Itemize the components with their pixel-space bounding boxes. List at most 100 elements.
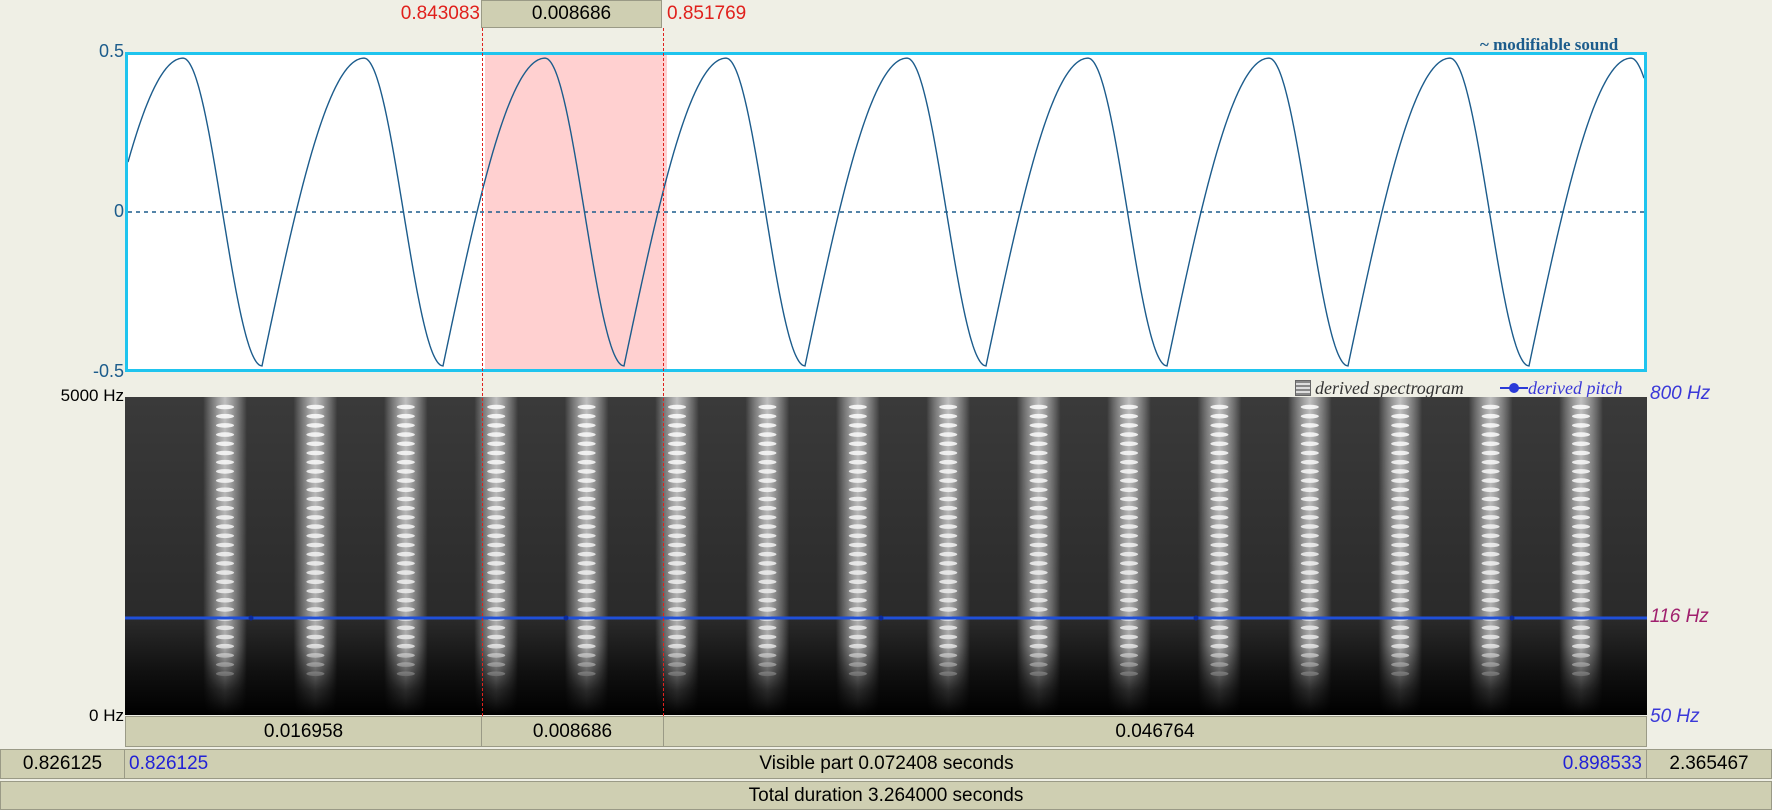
spectrogram-harmonic — [487, 671, 506, 677]
spectrogram-harmonic — [216, 551, 234, 557]
spectrogram-harmonic — [939, 459, 958, 465]
waveform-yzero-label: 0 — [113, 201, 124, 221]
spectrogram-harmonic — [1572, 533, 1590, 539]
spectrogram-harmonic — [848, 671, 867, 677]
spectrogram-harmonic — [1481, 570, 1500, 575]
pitch-point — [563, 615, 569, 621]
spectrogram-harmonic — [1572, 432, 1590, 437]
spectrogram-harmonic — [668, 459, 686, 465]
spectrogram-harmonic — [487, 413, 506, 419]
spectrogram-harmonic — [1300, 542, 1319, 548]
spectrogram-harmonic — [216, 404, 234, 410]
spectrogram-harmonic — [1120, 653, 1138, 658]
spectrogram-harmonic — [1572, 607, 1590, 612]
waveform-panel[interactable] — [125, 52, 1647, 372]
spectrogram-harmonic — [1120, 441, 1138, 447]
visible-part-label: Visible part 0.072408 seconds — [759, 753, 1014, 774]
duration-right-segment[interactable]: 0.046764 — [663, 716, 1647, 747]
spectrogram-harmonic — [1210, 459, 1229, 465]
spectrogram-harmonic — [396, 551, 415, 557]
spectrogram-harmonic — [1120, 625, 1138, 631]
spectrogram-harmonic — [1210, 662, 1229, 667]
spectrogram-harmonic — [216, 413, 234, 419]
window-end-button[interactable]: 2.365467 — [1646, 749, 1772, 779]
spectrogram-harmonic — [1481, 432, 1500, 437]
spectrogram-harmonic — [1300, 404, 1319, 410]
spectrogram-harmonic — [1210, 404, 1229, 410]
spectrogram-harmonic — [1481, 662, 1500, 667]
spectrogram-harmonic — [1029, 542, 1048, 548]
window-start-button[interactable]: 0.826125 — [0, 749, 125, 779]
spectrogram-harmonic — [306, 533, 325, 539]
spectrogram-harmonic — [668, 607, 686, 612]
spectrogram-harmonic — [577, 496, 596, 502]
spectrogram-harmonic — [848, 432, 867, 437]
spectrogram-plot — [125, 397, 1647, 715]
spectrogram-panel[interactable] — [125, 397, 1647, 715]
spectrogram-harmonic — [1572, 588, 1590, 594]
spectrogram-harmonic — [939, 487, 958, 493]
spectrogram-harmonic — [216, 496, 234, 502]
spectrogram-harmonic — [758, 597, 777, 603]
spectrogram-harmonic — [1300, 570, 1319, 575]
spectrogram-harmonic — [577, 570, 596, 575]
spectrogram-harmonic — [1029, 533, 1048, 539]
spectrogram-harmonic — [1210, 634, 1229, 640]
spectrogram-harmonic — [1391, 423, 1410, 428]
spectrogram-harmonic — [1481, 625, 1500, 631]
spectrogram-harmonic — [1300, 671, 1319, 677]
spectrogram-harmonic — [577, 662, 596, 667]
spectrogram-harmonic — [577, 487, 596, 493]
total-duration-bar[interactable]: Total duration 3.264000 seconds — [0, 781, 1772, 810]
spectrogram-harmonic — [939, 579, 958, 585]
spectrogram-harmonic — [577, 653, 596, 658]
spectrogram-harmonic — [216, 588, 234, 594]
spectrogram-harmonic — [1300, 413, 1319, 419]
spectrogram-harmonic — [396, 607, 415, 612]
pitch-line-dot-icon — [1500, 383, 1528, 393]
spectrogram-harmonic — [577, 423, 596, 428]
spectrogram-harmonic — [396, 423, 415, 428]
duration-selection-segment[interactable]: 0.008686 — [481, 716, 664, 747]
spectrogram-harmonic — [306, 561, 325, 566]
selection-length-label[interactable]: 0.008686 — [481, 0, 662, 28]
pitch-point — [1509, 615, 1515, 621]
spectrogram-harmonic — [577, 561, 596, 566]
spectrogram-harmonic — [216, 432, 234, 437]
spectrogram-harmonic — [216, 423, 234, 428]
spectrogram-harmonic — [396, 469, 415, 474]
spectrogram-harmonic — [487, 625, 506, 631]
spectrogram-harmonic — [1300, 597, 1319, 603]
spectrogram-harmonic — [306, 671, 325, 677]
spectrogram-harmonic — [848, 450, 867, 456]
spectrogram-harmonic — [1391, 413, 1410, 419]
spectrogram-harmonic — [1120, 533, 1138, 539]
spectrogram-harmonic — [1120, 671, 1138, 677]
spectrogram-harmonic — [1300, 551, 1319, 557]
spectrogram-harmonic — [1210, 441, 1229, 447]
spectrogram-harmonic — [396, 643, 415, 649]
spectrogram-harmonic — [1120, 515, 1138, 520]
spectrogram-harmonic — [487, 579, 506, 585]
spectrogram-harmonic — [396, 496, 415, 502]
spectrogram-harmonic — [1300, 478, 1319, 483]
spectrogram-harmonic — [1391, 505, 1410, 511]
spectrogram-harmonic — [306, 542, 325, 548]
spectrogram-harmonic — [668, 625, 686, 631]
spectrogram-harmonic — [758, 588, 777, 594]
duration-left-segment[interactable]: 0.016958 — [125, 716, 482, 747]
spectrogram-harmonic — [1572, 542, 1590, 548]
spectrogram-harmonic — [939, 607, 958, 612]
spectrogram-harmonic — [1572, 570, 1590, 575]
spectrogram-harmonic — [1572, 441, 1590, 447]
spectrogram-harmonic — [1481, 607, 1500, 612]
spectrogram-harmonic — [577, 441, 596, 447]
spectrogram-harmonic — [577, 542, 596, 548]
spectrogram-harmonic — [1481, 634, 1500, 640]
spectrogram-harmonic — [939, 450, 958, 456]
spectrogram-harmonic — [577, 533, 596, 539]
spectrogram-harmonic — [1029, 496, 1048, 502]
visible-part-bar[interactable]: 0.826125 Visible part 0.072408 seconds 0… — [124, 749, 1647, 779]
spectrogram-harmonic — [216, 653, 234, 658]
spectrogram-harmonic — [306, 496, 325, 502]
